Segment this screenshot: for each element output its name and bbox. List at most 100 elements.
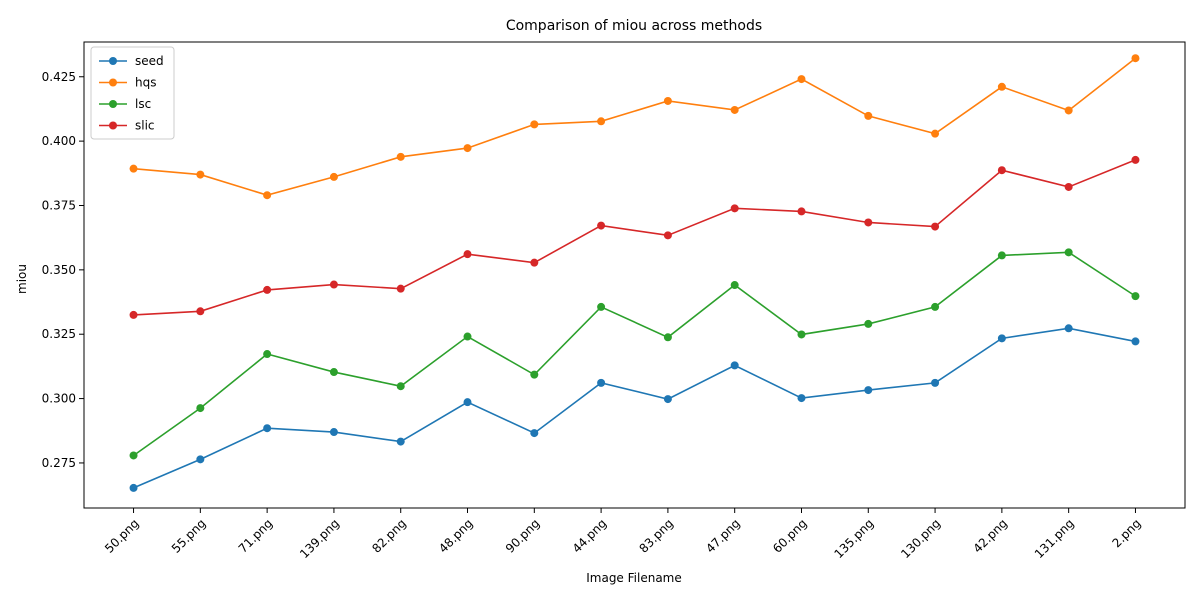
x-tick-label: 131.png [1032, 516, 1077, 561]
data-point-hqs [463, 144, 472, 153]
data-point-lsc [997, 251, 1006, 260]
legend: seed hqs lsc slic [90, 46, 175, 140]
legend-swatch-marker [109, 100, 117, 108]
data-point-slic [864, 218, 873, 227]
data-point-seed [396, 437, 405, 446]
data-point-slic [730, 204, 739, 213]
data-point-seed [129, 483, 138, 492]
data-point-lsc [530, 370, 539, 379]
data-point-hqs [864, 111, 873, 120]
data-point-lsc [597, 302, 606, 311]
data-point-lsc [196, 404, 205, 413]
data-point-hqs [1064, 106, 1073, 115]
x-tick-label: 71.png [236, 516, 276, 556]
data-point-hqs [931, 129, 940, 138]
data-point-seed [530, 429, 539, 438]
data-point-lsc [129, 451, 138, 460]
data-point-seed [196, 455, 205, 464]
plot-area: 0.275 0.300 0.325 0.350 0.375 0.400 0.425 50.pn… [42, 41, 1186, 561]
series-lsc [129, 248, 1140, 460]
chart-title: Comparison of miou across methods [506, 18, 762, 34]
data-point-slic [396, 284, 405, 293]
x-tick-label: 83.png [636, 516, 676, 556]
data-point-hqs [730, 105, 739, 114]
data-point-hqs [663, 96, 672, 105]
data-point-seed [997, 334, 1006, 343]
legend-label: seed [135, 54, 164, 68]
legend-label: lsc [135, 97, 151, 111]
x-tick-label: 82.png [369, 516, 409, 556]
data-point-lsc [463, 332, 472, 341]
y-axis-title: miou [15, 264, 29, 294]
data-point-seed [329, 428, 338, 437]
data-point-seed [263, 424, 272, 433]
series-line-hqs [133, 57, 1136, 197]
legend-swatch-marker [109, 57, 117, 65]
y-tick-label: 0.425 [42, 70, 76, 84]
data-point-lsc [797, 330, 806, 339]
legend-swatch-marker [109, 78, 117, 87]
data-point-hqs [997, 82, 1006, 91]
x-tick-label: 44.png [570, 516, 610, 556]
series-line-lsc [133, 251, 1136, 457]
plot-frame [83, 41, 1186, 509]
data-point-lsc [329, 368, 338, 377]
data-point-lsc [730, 281, 739, 290]
data-point-slic [463, 250, 472, 259]
data-point-slic [597, 221, 606, 230]
series-slic [129, 155, 1140, 319]
x-tick-label: 55.png [169, 516, 209, 556]
data-point-slic [1131, 155, 1140, 164]
x-tick-label: 90.png [503, 516, 543, 556]
x-tick-label: 48.png [436, 516, 476, 556]
data-point-slic [997, 166, 1006, 175]
x-tick-label: 60.png [770, 516, 810, 556]
legend-item-slic: slic [99, 119, 155, 133]
x-tick-label: 47.png [703, 516, 743, 556]
data-point-slic [663, 231, 672, 240]
data-point-slic [931, 222, 940, 231]
x-axis-title: Image Filename [586, 571, 682, 585]
data-point-hqs [1131, 54, 1140, 63]
data-point-lsc [1064, 248, 1073, 257]
data-point-hqs [196, 170, 205, 179]
data-point-seed [931, 378, 940, 387]
legend-swatch-marker [109, 121, 117, 130]
data-point-slic [1064, 182, 1073, 191]
data-point-slic [129, 310, 138, 319]
x-tick-label: 50.png [102, 516, 142, 556]
data-point-seed [797, 394, 806, 403]
legend-item-seed: seed [99, 54, 164, 68]
data-point-seed [463, 398, 472, 407]
data-point-slic [530, 258, 539, 267]
data-point-lsc [1131, 292, 1140, 301]
y-tick-label: 0.275 [42, 456, 76, 470]
data-point-hqs [597, 117, 606, 126]
data-point-hqs [530, 120, 539, 129]
legend-label: hqs [135, 76, 156, 90]
y-tick-label: 0.325 [42, 327, 76, 341]
data-point-slic [196, 307, 205, 316]
x-tick-label: 139.png [297, 516, 342, 561]
legend-item-hqs: hqs [99, 76, 156, 90]
data-point-slic [263, 285, 272, 294]
y-tick-label: 0.400 [42, 134, 76, 148]
series-seed [129, 324, 1140, 492]
data-point-lsc [931, 302, 940, 311]
legend-label: slic [135, 119, 155, 133]
data-point-slic [797, 207, 806, 216]
data-point-hqs [263, 191, 272, 200]
data-point-seed [597, 378, 606, 387]
data-point-lsc [263, 350, 272, 359]
data-point-hqs [329, 172, 338, 181]
data-point-seed [1131, 337, 1140, 346]
legend-item-lsc: lsc [99, 97, 151, 111]
y-tick-label: 0.375 [42, 198, 76, 212]
x-tick-label: 42.png [970, 516, 1010, 556]
x-tick-label: 2.png [1109, 516, 1143, 550]
x-tick-label: 135.png [831, 516, 876, 561]
data-point-lsc [864, 319, 873, 328]
data-point-lsc [396, 382, 405, 391]
data-point-slic [329, 280, 338, 289]
